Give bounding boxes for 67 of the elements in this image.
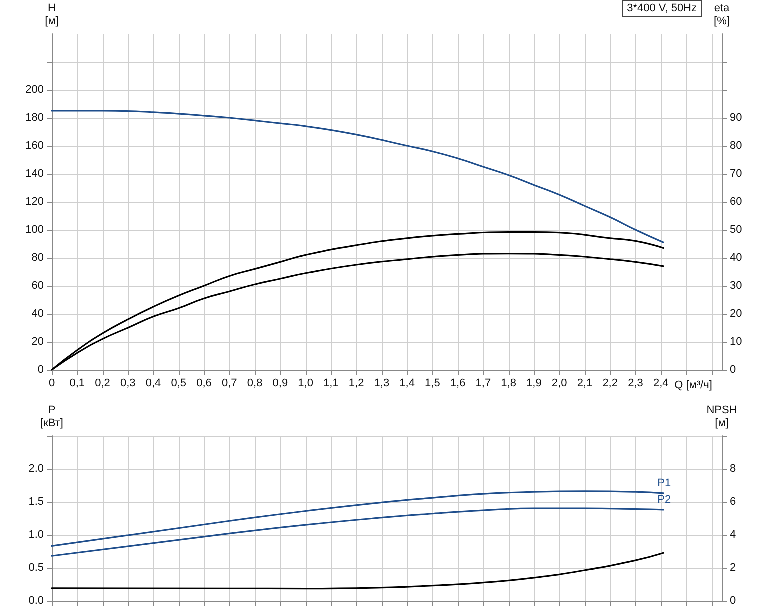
series-label: P2: [658, 494, 672, 506]
y2-tick-label: 40: [730, 252, 742, 264]
y-tick-label: 180: [26, 112, 44, 124]
x-tick-label: 1,1: [324, 378, 339, 390]
y2-tick-label: 60: [730, 196, 742, 208]
x-tick-label: 0,9: [272, 378, 288, 390]
y-tick-label: 0.5: [28, 562, 44, 574]
x-tick-label: 2,1: [577, 378, 593, 390]
y-tick-label: 120: [26, 196, 44, 208]
x-axis-title: Q [м³/ч]: [674, 380, 712, 392]
x-tick-label: 2,3: [628, 378, 644, 390]
x-tick-label: 1,0: [298, 378, 314, 390]
y-tick-label: 60: [32, 280, 44, 292]
y2-tick-label: 50: [730, 224, 742, 236]
y2-tick-label: 30: [730, 280, 742, 292]
x-tick-label: 0,7: [222, 378, 238, 390]
x-tick-label: 1,5: [425, 378, 440, 390]
x-tick-label: 1,6: [450, 378, 466, 390]
y2-tick-label: 90: [730, 112, 742, 124]
x-tick-label: 1,9: [526, 378, 542, 390]
x-tick-label: 0,3: [120, 378, 136, 390]
y2-tick-label: 4: [730, 529, 736, 541]
y2-tick-label: 80: [730, 140, 742, 152]
line-series: [51, 110, 664, 244]
line-series: [51, 508, 664, 557]
y-tick-label: 0.0: [28, 595, 44, 607]
y-tick-label: 40: [32, 308, 44, 320]
series-label: P1: [658, 477, 672, 490]
line-series: [51, 552, 664, 590]
y2-tick-label: 20: [730, 308, 742, 320]
y2-axis-title: NPSH [м]: [706, 404, 738, 430]
y-tick-label: 200: [26, 84, 44, 96]
y2-tick-label: 6: [730, 496, 736, 508]
x-tick-label: 0,5: [171, 378, 187, 390]
y-tick-label: 140: [26, 168, 44, 180]
y-tick-label: 1.0: [28, 529, 44, 541]
y-tick-label: 80: [32, 252, 44, 264]
y2-tick-label: 10: [730, 336, 742, 348]
y2-tick-label: 0: [730, 364, 736, 376]
x-tick-label: 1,2: [348, 378, 364, 390]
x-tick-label: 0,2: [95, 378, 110, 390]
x-tick-label: 0,8: [247, 378, 263, 390]
x-tick-label: 2,0: [552, 378, 568, 390]
y-tick-label: 20: [32, 336, 44, 348]
x-tick-label: 2,4: [653, 378, 669, 390]
y-tick-label: 1.5: [28, 496, 44, 508]
y-tick-label: 160: [26, 140, 44, 152]
y-axis-title: P [кВт]: [40, 404, 64, 430]
x-tick-label: 0,1: [70, 378, 86, 390]
x-tick-label: 1,3: [374, 378, 390, 390]
y-tick-label: 0: [38, 364, 44, 376]
x-tick-label: 0,4: [146, 378, 162, 390]
x-tick-label: 1,7: [476, 378, 492, 390]
x-tick-label: 1,4: [400, 378, 415, 390]
x-tick-label: 2,2: [602, 378, 618, 390]
y2-axis-title: eta [%]: [714, 2, 731, 28]
x-tick-label: 1,8: [501, 378, 516, 390]
x-tick-label: 0,6: [196, 378, 212, 390]
y2-tick-label: 0: [730, 595, 736, 607]
y-tick-label: 100: [26, 224, 44, 236]
y2-tick-label: 8: [730, 463, 736, 475]
chart-title: 3*400 V, 50Hz: [627, 2, 698, 14]
y-tick-label: 2.0: [28, 463, 44, 475]
y-axis-title: H [м]: [45, 2, 59, 28]
y2-tick-label: 70: [730, 168, 742, 180]
y2-tick-label: 2: [730, 562, 736, 574]
x-tick-label: 0: [48, 378, 56, 390]
